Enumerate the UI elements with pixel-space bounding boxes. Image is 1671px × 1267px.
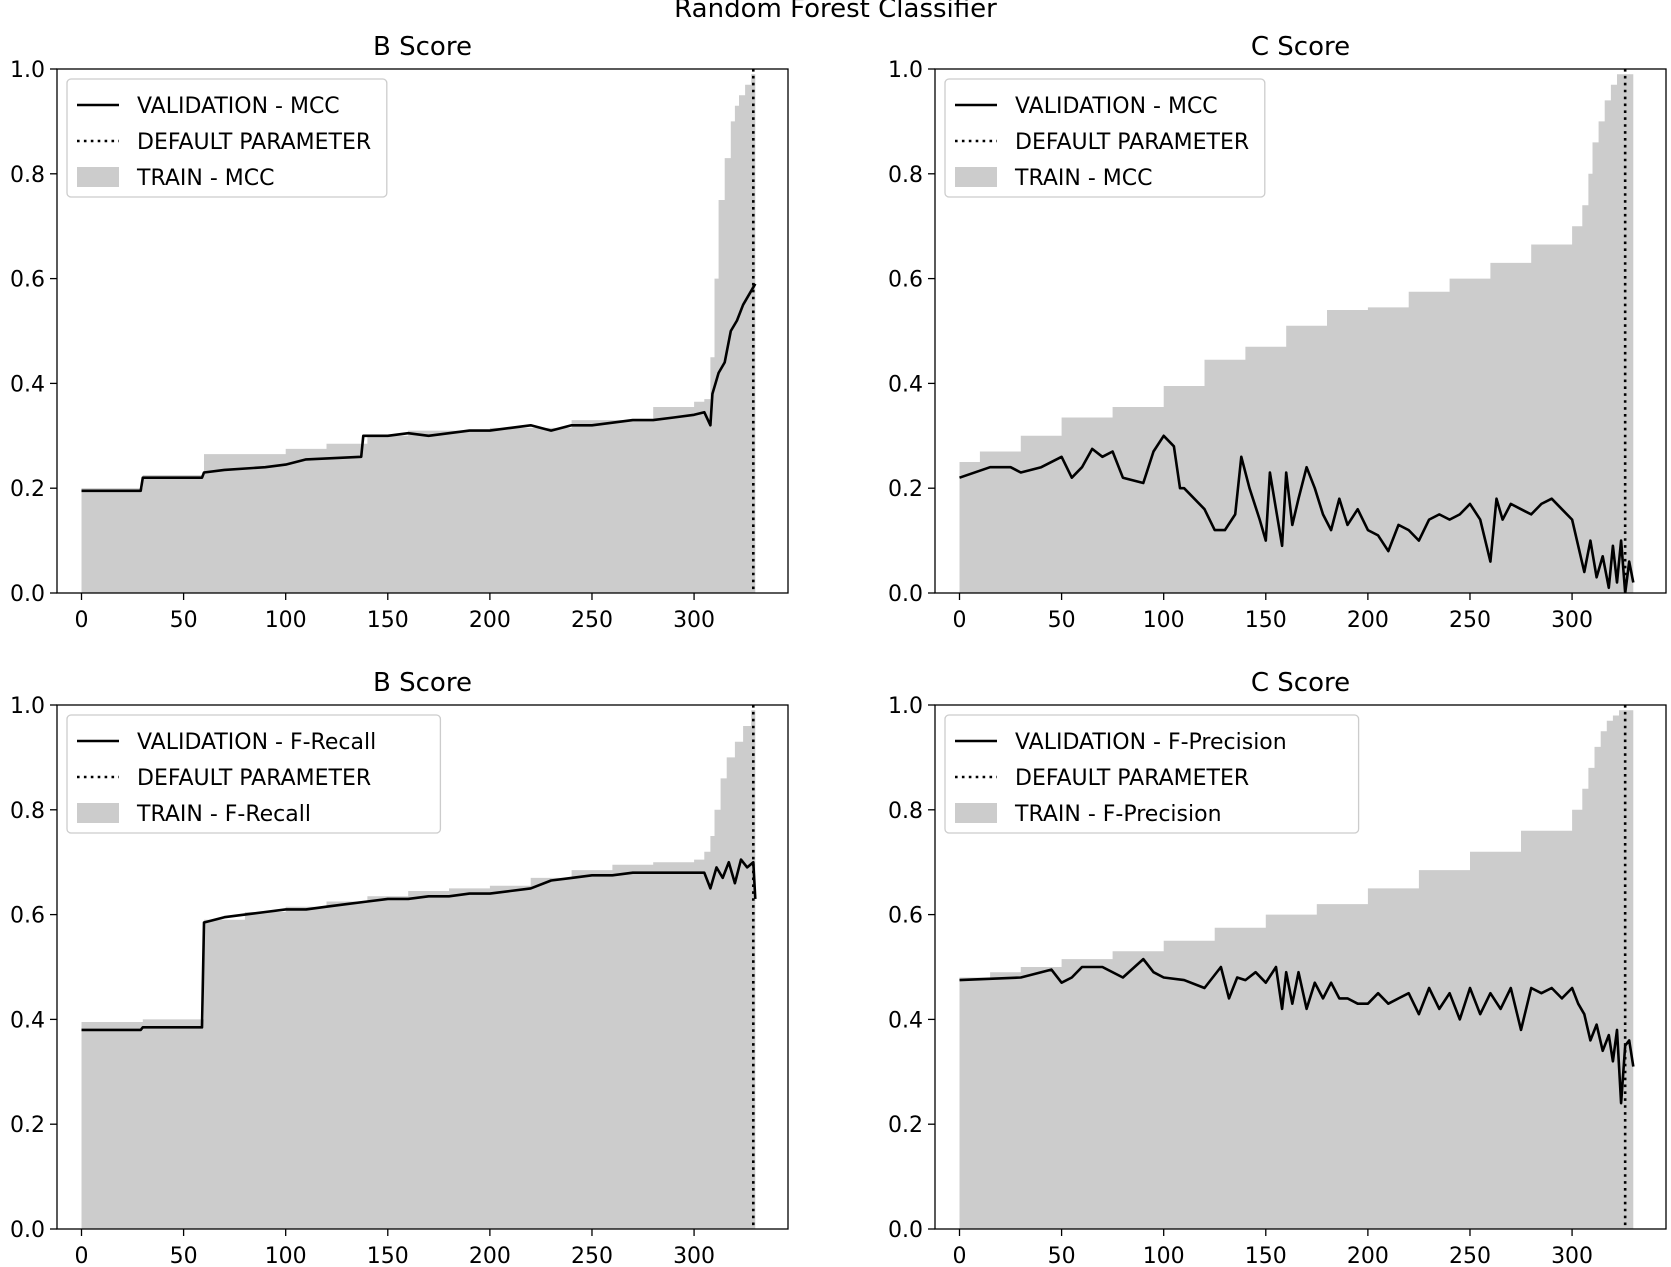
legend-entry-label: VALIDATION - MCC — [1015, 94, 1218, 119]
x-tick-label: 50 — [1048, 608, 1076, 633]
y-tick-label: 0.8 — [888, 799, 923, 824]
x-tick-label: 50 — [1048, 1244, 1076, 1267]
x-tick-label: 200 — [469, 608, 511, 633]
x-tick-label: 100 — [1143, 1244, 1185, 1267]
legend-entry-label: VALIDATION - F-Precision — [1015, 730, 1287, 755]
legend-train-handle — [955, 167, 997, 187]
y-tick-label: 0.0 — [10, 582, 45, 607]
x-tick-label: 200 — [1347, 1244, 1389, 1267]
subplot-1: 0 50 100 150 200 250 300 0.0 0.2 0.4 0.6 0.8 1.0 B Sc… — [10, 32, 789, 633]
y-tick-label: 0.8 — [10, 799, 45, 824]
x-tick-label: 300 — [673, 1244, 715, 1267]
validation-line-series — [81, 283, 757, 493]
x-tick-label: 200 — [469, 1244, 511, 1267]
x-tick-label: 300 — [1551, 608, 1593, 633]
legend-entry-label: TRAIN - F-Precision — [1014, 802, 1222, 827]
train-area-series — [959, 710, 1634, 1229]
y-tick-label: 0.2 — [888, 1113, 923, 1138]
legend-entry-label: DEFAULT PARAMETER — [1015, 130, 1249, 155]
x-tick-label: 150 — [1245, 608, 1287, 633]
x-tick-label: 250 — [1449, 608, 1491, 633]
y-tick-label: 0.4 — [888, 372, 923, 397]
y-tick-label: 0.0 — [10, 1218, 45, 1243]
axes-frame — [934, 68, 1667, 594]
y-tick-label: 0.6 — [10, 904, 45, 929]
y-tick-label: 0.0 — [888, 582, 923, 607]
y-tick-label: 0.4 — [888, 1008, 923, 1033]
validation-line-series — [959, 434, 1635, 593]
validation-line-series — [81, 858, 757, 1032]
legend-box — [66, 714, 442, 834]
x-tick-label: 0 — [75, 1244, 89, 1267]
subplot-title: B Score — [373, 32, 472, 62]
subplot-4: 0 50 100 150 200 250 300 0.0 0.2 0.4 0.6 0.8 1.0 C Sc… — [888, 668, 1667, 1267]
y-tick-label: 0.0 — [888, 1218, 923, 1243]
x-tick-label: 150 — [367, 1244, 409, 1267]
subplot-title: C Score — [1251, 32, 1350, 62]
y-tick-label: 0.6 — [10, 268, 45, 293]
legend-entry-label: TRAIN - MCC — [1014, 166, 1152, 191]
axes-frame — [934, 704, 1667, 1230]
y-tick-label: 1.0 — [10, 694, 45, 719]
y-tick-label: 0.4 — [10, 372, 45, 397]
legend-box — [66, 78, 388, 198]
y-tick-label: 0.8 — [888, 163, 923, 188]
subplot-title: C Score — [1251, 668, 1350, 698]
legend-train-handle — [955, 803, 997, 823]
x-tick-label: 50 — [170, 1244, 198, 1267]
legend-entry-label: DEFAULT PARAMETER — [1015, 766, 1249, 791]
legend-box — [944, 714, 1360, 834]
legend-train-handle — [77, 803, 119, 823]
x-tick-label: 250 — [571, 1244, 613, 1267]
legend-entry-label: TRAIN - MCC — [136, 166, 274, 191]
x-tick-label: 300 — [673, 608, 715, 633]
x-tick-label: 250 — [1449, 1244, 1491, 1267]
x-tick-label: 300 — [1551, 1244, 1593, 1267]
legend-entry-label: TRAIN - F-Recall — [136, 802, 311, 827]
legend-entry-label: VALIDATION - F-Recall — [137, 730, 376, 755]
y-tick-label: 0.6 — [888, 268, 923, 293]
subplot-title: B Score — [373, 668, 472, 698]
y-tick-label: 1.0 — [10, 58, 45, 83]
y-tick-label: 0.8 — [10, 163, 45, 188]
axes-frame — [56, 68, 789, 594]
y-tick-label: 0.4 — [10, 1008, 45, 1033]
legend-train-handle — [77, 167, 119, 187]
y-tick-label: 1.0 — [888, 58, 923, 83]
legend-box — [944, 78, 1266, 198]
train-area-series — [81, 74, 756, 593]
x-tick-label: 200 — [1347, 608, 1389, 633]
y-tick-label: 0.2 — [10, 477, 45, 502]
x-tick-label: 0 — [953, 608, 967, 633]
train-area-series — [81, 710, 756, 1229]
x-tick-label: 50 — [170, 608, 198, 633]
axes-frame — [56, 704, 789, 1230]
x-tick-label: 150 — [1245, 1244, 1287, 1267]
x-tick-label: 0 — [953, 1244, 967, 1267]
legend-entry-label: VALIDATION - MCC — [137, 94, 340, 119]
x-tick-label: 100 — [265, 608, 307, 633]
x-tick-label: 250 — [571, 608, 613, 633]
train-area-series — [959, 74, 1634, 593]
x-tick-label: 150 — [367, 608, 409, 633]
legend-entry-label: DEFAULT PARAMETER — [137, 766, 371, 791]
y-tick-label: 0.2 — [10, 1113, 45, 1138]
y-tick-label: 1.0 — [888, 694, 923, 719]
legend-entry-label: DEFAULT PARAMETER — [137, 130, 371, 155]
x-tick-label: 100 — [265, 1244, 307, 1267]
x-tick-label: 0 — [75, 608, 89, 633]
y-tick-label: 0.6 — [888, 904, 923, 929]
subplot-3: 0 50 100 150 200 250 300 0.0 0.2 0.4 0.6 0.8 1.0 B Sc… — [10, 668, 789, 1267]
y-tick-label: 0.2 — [888, 477, 923, 502]
figure-suptitle: Random Forest Classifier — [674, 0, 997, 24]
x-tick-label: 100 — [1143, 608, 1185, 633]
subplot-2: 0 50 100 150 200 250 300 0.0 0.2 0.4 0.6 0.8 1.0 C Sc… — [888, 32, 1667, 633]
validation-line-series — [959, 957, 1635, 1105]
